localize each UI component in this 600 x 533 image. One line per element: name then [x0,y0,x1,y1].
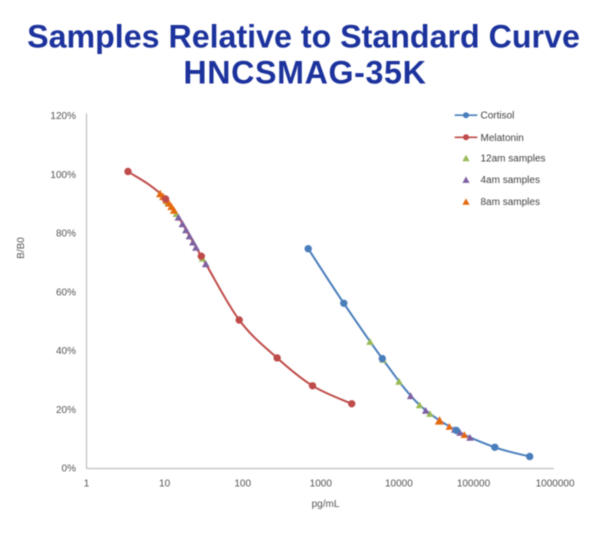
svg-text:120%: 120% [50,111,76,122]
svg-text:pg/mL: pg/mL [312,499,340,510]
svg-text:60%: 60% [56,287,76,298]
svg-text:1: 1 [84,479,90,490]
svg-text:10000: 10000 [385,479,413,490]
svg-text:12am samples: 12am samples [481,154,546,165]
svg-text:Samples Relative to Standard C: Samples Relative to Standard Curve [27,18,580,54]
svg-text:1000: 1000 [310,479,333,490]
svg-text:8am samples: 8am samples [481,197,540,208]
svg-text:1000000: 1000000 [536,479,575,490]
svg-text:Melatonin: Melatonin [481,133,524,144]
svg-text:40%: 40% [56,346,76,357]
svg-text:100%: 100% [50,170,76,181]
svg-text:10: 10 [159,479,171,490]
svg-text:4am samples: 4am samples [481,175,540,186]
svg-text:100000: 100000 [457,479,491,490]
svg-text:20%: 20% [56,405,76,416]
svg-text:B/B0: B/B0 [16,237,27,259]
svg-text:HNCSMAG-35K: HNCSMAG-35K [183,55,425,91]
svg-text:Cortisol: Cortisol [481,111,515,122]
svg-text:80%: 80% [56,229,76,240]
svg-text:100: 100 [234,479,251,490]
svg-text:0%: 0% [62,464,77,475]
